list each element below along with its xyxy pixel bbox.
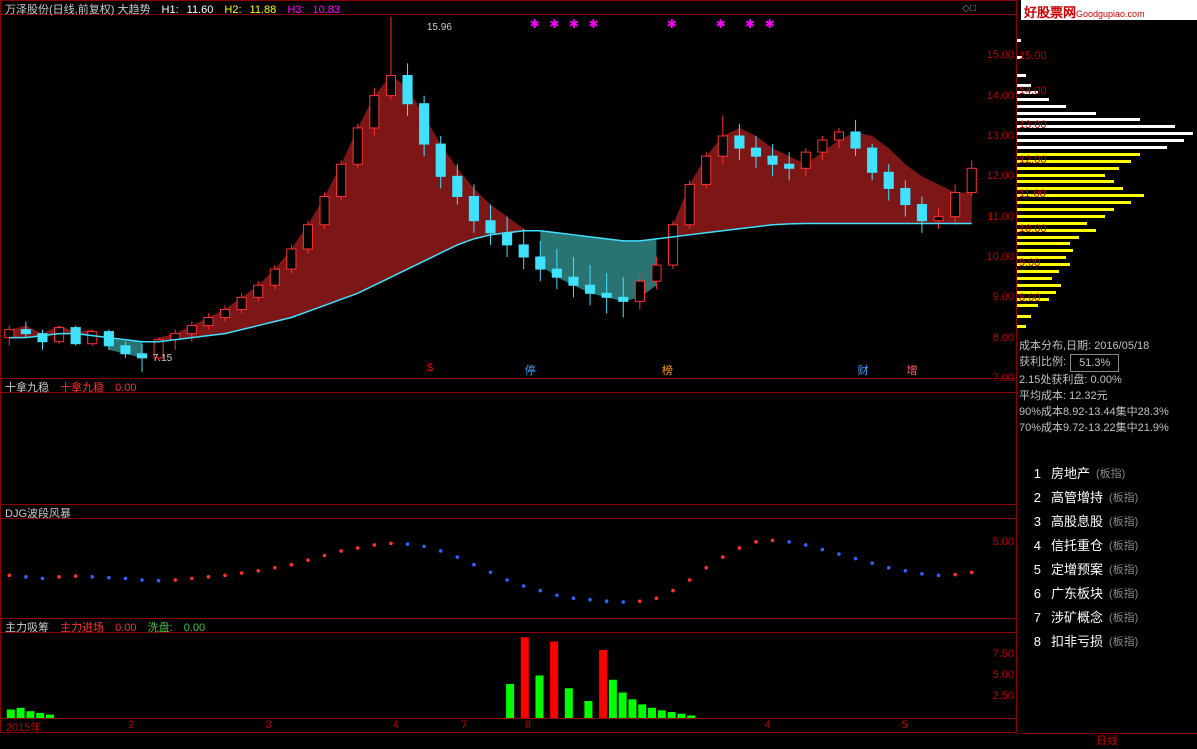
stat-date-label: 成本分布,日期:	[1019, 338, 1091, 354]
category-item[interactable]: 8扣非亏损(板指)	[1021, 630, 1193, 654]
stat-profit-val: 51.3%	[1070, 354, 1119, 372]
stat-70pct: 70%成本9.72-13.22集中21.9%	[1019, 420, 1195, 436]
low-price-label: 7.15	[153, 353, 172, 364]
indicator1-panel[interactable]: 十拿九稳 十拿九稳 0.00	[0, 379, 1017, 505]
category-item[interactable]: 7涉矿概念(板指)	[1021, 606, 1193, 630]
stat-profit-label: 获利比例:	[1019, 354, 1066, 372]
stat-avg-val: 12.32元	[1069, 388, 1108, 404]
stat-avg-label: 平均成本:	[1019, 388, 1066, 404]
category-item[interactable]: 1房地产(板指)	[1021, 462, 1193, 486]
ind3-header: 主力吸筹 主力进场 0.00 洗盘: 0.00	[1, 619, 1016, 633]
ind1-l0: 十拿九稳	[60, 382, 104, 394]
panel-controls[interactable]: ◇□	[962, 3, 976, 14]
main-chart-panel[interactable]: 万泽股份(日线,前复权) 大趋势 H1:11.60 H2:11.88 H3:10…	[0, 0, 1017, 379]
ind1-header: 十拿九稳 十拿九稳 0.00	[1, 379, 1016, 393]
indicator3-panel[interactable]: 主力吸筹 主力进场 0.00 洗盘: 0.00 2.505.007.50	[0, 619, 1017, 719]
footer-label: 日线	[1017, 733, 1197, 748]
category-item[interactable]: 6广东板块(板指)	[1021, 582, 1193, 606]
stat-l3-val: 0.00%	[1091, 372, 1122, 388]
ind1-l1: 0.00	[115, 382, 136, 394]
category-list: 1房地产(板指)2高管增持(板指)3高股息股(板指)4信托重仓(板指)5定增预案…	[1017, 462, 1197, 654]
indicator2-panel[interactable]: DJG波段风暴 5.00	[0, 505, 1017, 619]
cost-stats: 成本分布,日期: 2016/05/18 获利比例:51.3% 2.15处获利盘:…	[1017, 338, 1197, 436]
volume-profile: 8.009.0010.0011.0012.0013.0014.0015.00	[1017, 22, 1193, 332]
main-chart-header: 万泽股份(日线,前复权) 大趋势 H1:11.60 H2:11.88 H3:10…	[1, 1, 1016, 15]
site-logo: 好股票网Goodgupiao.com	[1021, 0, 1197, 20]
category-item[interactable]: 4信托重仓(板指)	[1021, 534, 1193, 558]
category-item[interactable]: 5定增预案(板指)	[1021, 558, 1193, 582]
ind2-header: DJG波段风暴	[1, 505, 1016, 519]
right-sidebar: 好股票网Goodgupiao.com 8.009.0010.0011.0012.…	[1017, 0, 1197, 748]
stat-date-val: 2016/05/18	[1094, 338, 1149, 354]
high-price-label: 15.96	[427, 22, 452, 33]
ind1-title: 十拿九稳	[5, 382, 49, 394]
timeline-axis: 2015年2347845	[0, 719, 1017, 733]
stat-90pct: 90%成本8.92-13.44集中28.3%	[1019, 404, 1195, 420]
category-item[interactable]: 3高股息股(板指)	[1021, 510, 1193, 534]
stat-l3-label: 2.15处获利盘:	[1019, 372, 1087, 388]
category-item[interactable]: 2高管增持(板指)	[1021, 486, 1193, 510]
